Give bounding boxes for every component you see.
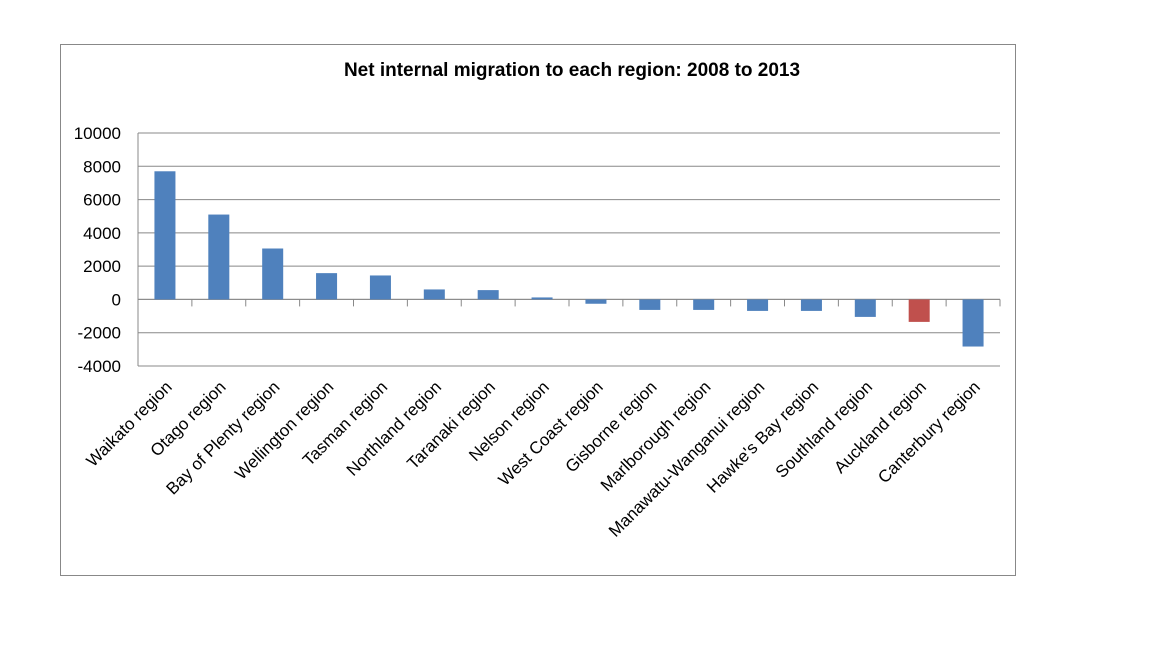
bar-southland-region	[854, 299, 876, 317]
bar-auckland-region	[908, 299, 930, 322]
chart-title: Net internal migration to each region: 2…	[343, 60, 801, 81]
y-tick-label: 8000	[83, 157, 121, 176]
y-tick-label: 6000	[83, 191, 121, 210]
x-tick-label: Northland region	[343, 377, 445, 479]
bar-gisborne-region	[639, 299, 661, 310]
bar-canterbury-region	[962, 299, 984, 347]
x-tick-label: Canterbury region	[874, 377, 984, 487]
x-tick-label: Gisborne region	[562, 377, 661, 476]
bar-bay-of-plenty-region	[262, 248, 284, 300]
bar-northland-region	[423, 289, 445, 300]
bar-marlborough-region	[693, 299, 715, 310]
bar-nelson-region	[531, 297, 553, 300]
bar-waikato-region	[154, 171, 176, 300]
bar-otago-region	[208, 214, 230, 300]
y-tick-label: 10000	[74, 124, 121, 143]
y-tick-label: 4000	[83, 224, 121, 243]
x-tick-label: Wellington region	[231, 377, 337, 483]
chart-frame	[60, 44, 1016, 576]
bar-west-coast-region	[585, 299, 607, 304]
x-tick-label: Southland region	[772, 377, 876, 481]
y-tick-label: 2000	[83, 257, 121, 276]
bar-hawke-s-bay-region	[800, 299, 822, 311]
bar-manawatu-wanganui-region	[747, 299, 769, 311]
bar-wellington-region	[316, 273, 338, 300]
x-tick-label: Auckland region	[830, 377, 930, 477]
bar-taranaki-region	[477, 290, 499, 300]
y-tick-label: 0	[112, 290, 121, 309]
y-tick-label: -4000	[78, 357, 121, 376]
y-tick-label: -2000	[78, 324, 121, 343]
bar-tasman-region	[369, 275, 391, 300]
